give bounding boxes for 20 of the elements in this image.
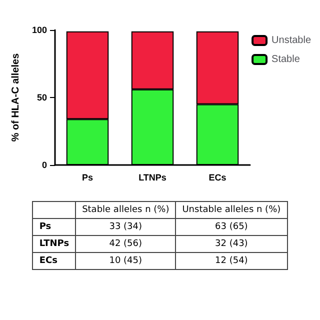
y-tick-label: 100 xyxy=(32,25,47,35)
x-tick-label: Ps xyxy=(82,172,94,182)
legend-label: Stable xyxy=(272,54,300,65)
category-label: Ps xyxy=(39,222,52,232)
text: 63 (65) xyxy=(176,218,288,236)
x-tick-label: ECs xyxy=(208,172,226,182)
x-tick-label: LTNPs xyxy=(138,172,166,182)
y-axis-title: % of HLA-C alleles xyxy=(10,52,22,142)
category-label: ECs xyxy=(39,256,58,266)
text: Stable alleles n (%) xyxy=(76,202,176,218)
text: Unstable alleles n (%) xyxy=(176,202,288,218)
y-tick-label: 50 xyxy=(36,92,47,102)
text: 10 (45) xyxy=(76,252,176,270)
text: 33 (34) xyxy=(76,218,176,236)
category-label: LTNPs xyxy=(39,239,70,249)
text: 42 (56) xyxy=(76,236,176,252)
legend-label: Unstable xyxy=(272,35,312,46)
text: 12 (54) xyxy=(176,252,288,270)
y-tick-label: 0 xyxy=(42,160,47,170)
text: 32 (43) xyxy=(176,236,288,252)
